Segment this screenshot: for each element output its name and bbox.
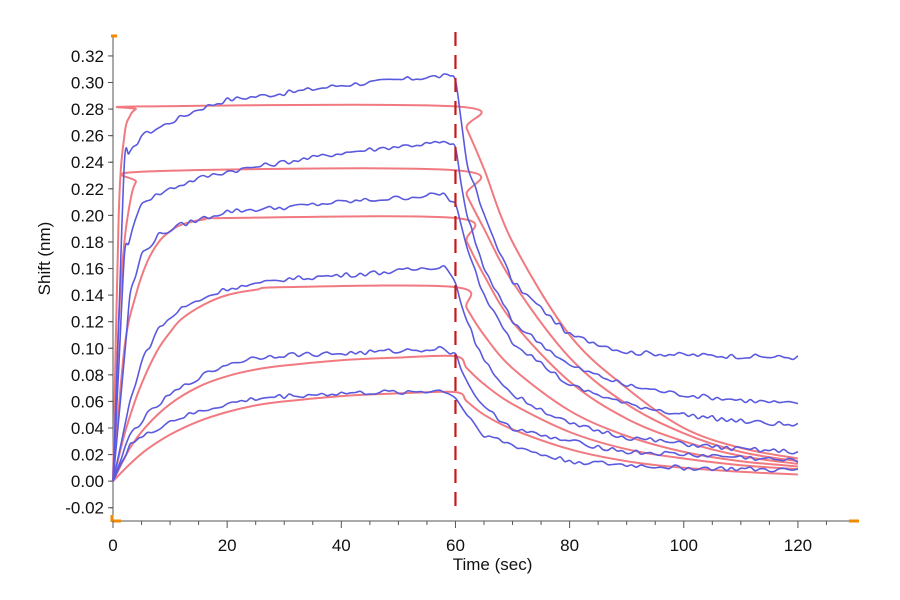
fit-curve-2 <box>112 167 799 482</box>
measured-curve-5 <box>112 345 799 482</box>
y-tick-label: 0.22 <box>71 180 104 199</box>
x-axis-title: Time (sec) <box>453 555 533 574</box>
x-tick-label: 80 <box>560 536 579 555</box>
plot-area: -0.02 0.00 0.02 0.04 0.06 0.08 0.10 0.12 0.14 0.1… <box>65 32 859 555</box>
y-tick-label: 0.12 <box>71 313 104 332</box>
measured-curve-6 <box>112 389 799 482</box>
y-tick-label: 0.08 <box>71 366 104 385</box>
fit-curve-1 <box>112 103 799 482</box>
y-tick-label: 0.00 <box>71 472 104 491</box>
fit-curve-5 <box>112 354 798 482</box>
fit-curve-4 <box>112 284 798 482</box>
y-tick-label: 0.04 <box>71 419 104 438</box>
y-tick-label: 0.20 <box>71 206 104 225</box>
y-tick-label: 0.32 <box>71 47 104 66</box>
y-tick-label: 0.30 <box>71 74 104 93</box>
y-tick-label: 0.24 <box>71 153 104 172</box>
x-tick-label: 40 <box>332 536 351 555</box>
y-tick-label: 0.10 <box>71 339 104 358</box>
x-tick-label: 120 <box>784 536 812 555</box>
x-tick-label: 20 <box>218 536 237 555</box>
fit-curve-3 <box>112 215 799 482</box>
y-tick-label: 0.02 <box>71 446 104 465</box>
y-tick-label: 0.16 <box>71 260 104 279</box>
x-tick-label: 100 <box>670 536 698 555</box>
measured-curve-2 <box>112 140 799 482</box>
y-tick-label: -0.02 <box>65 499 104 518</box>
x-tick-label: 60 <box>446 536 465 555</box>
y-tick-label: 0.18 <box>71 233 104 252</box>
x-tick-label: 0 <box>108 536 117 555</box>
measured-curve-1 <box>112 73 799 482</box>
y-tick-label: 0.28 <box>71 100 104 119</box>
measured-curve-4 <box>112 264 799 482</box>
y-tick-label: 0.26 <box>71 127 104 146</box>
y-axis-title: Shift (nm) <box>35 222 54 296</box>
measured-curve-3 <box>112 192 799 482</box>
y-tick-label: 0.06 <box>71 392 104 411</box>
y-tick-label: 0.14 <box>71 286 104 305</box>
